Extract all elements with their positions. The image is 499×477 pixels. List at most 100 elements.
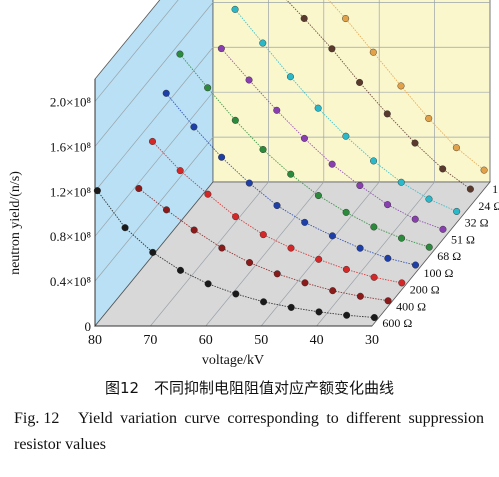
series-line <box>152 141 402 284</box>
series-line <box>328 0 485 171</box>
series-label: 600 Ω <box>382 316 412 330</box>
series-8 <box>93 187 378 322</box>
series-line <box>138 188 389 302</box>
data-point <box>328 232 336 240</box>
data-point <box>314 192 322 200</box>
data-point <box>329 287 337 295</box>
data-point <box>370 157 378 165</box>
data-point <box>190 123 198 131</box>
data-point <box>162 89 170 97</box>
data-point <box>176 266 184 274</box>
data-point <box>259 39 267 47</box>
data-point <box>273 106 281 114</box>
data-point <box>343 311 351 319</box>
x-tick-label: 80 <box>88 333 102 348</box>
data-point <box>398 279 406 287</box>
data-point <box>218 244 226 252</box>
data-point <box>260 298 268 306</box>
data-point <box>328 45 336 53</box>
data-point <box>301 218 309 226</box>
data-point <box>149 248 157 256</box>
data-point <box>231 116 239 124</box>
data-point <box>384 297 392 305</box>
data-point <box>204 190 212 198</box>
y-tick-label: 1.6×10⁸ <box>50 139 92 154</box>
series-line <box>286 0 471 190</box>
data-point <box>300 134 308 142</box>
data-point <box>231 5 239 13</box>
y-tick-label: 2.0×10⁸ <box>50 94 92 109</box>
figure-caption-cn: 图12 不同抑制电阻阻值对应产额变化曲线 <box>104 379 395 397</box>
data-point <box>245 179 253 187</box>
data-point <box>176 167 184 175</box>
data-point <box>356 78 364 86</box>
series-label: 24 Ω <box>478 199 499 213</box>
data-point <box>356 244 364 252</box>
data-point <box>398 234 406 242</box>
data-point <box>369 48 377 56</box>
data-point <box>370 314 378 322</box>
data-point <box>411 215 419 223</box>
data-point <box>287 303 295 311</box>
x-tick-label: 50 <box>254 333 268 348</box>
data-point <box>121 224 129 232</box>
data-point <box>425 243 433 251</box>
data-point <box>397 178 405 186</box>
data-point <box>356 292 364 300</box>
figure-number: Fig. 12 <box>14 410 60 427</box>
data-point <box>245 76 253 84</box>
data-point <box>453 207 461 215</box>
data-point <box>356 182 364 190</box>
series-label: 100 Ω <box>424 266 454 280</box>
data-point <box>383 110 391 118</box>
x-tick-label: 60 <box>199 333 213 348</box>
y-tick-label: 0.8×10⁸ <box>50 229 92 244</box>
data-point <box>328 160 336 168</box>
series-label: 32 Ω <box>465 216 489 230</box>
data-point <box>342 265 350 273</box>
grid-line-x <box>316 0 435 327</box>
data-point <box>232 213 240 221</box>
data-point <box>217 45 225 53</box>
grid-line-y <box>94 2 490 147</box>
data-point <box>259 146 267 154</box>
series-label: 51 Ω <box>451 232 475 246</box>
grid-line-y <box>94 46 490 192</box>
data-point <box>384 201 392 209</box>
data-point <box>176 50 184 58</box>
series-0 <box>328 0 488 174</box>
data-point <box>425 114 433 122</box>
data-point <box>135 184 143 192</box>
data-point <box>301 279 309 287</box>
grid-line-x <box>260 0 380 327</box>
x-axis-label: voltage/kV <box>202 353 264 368</box>
data-point <box>287 170 295 178</box>
data-point <box>286 73 294 81</box>
data-point <box>300 14 308 22</box>
grid-line-y <box>94 0 179 102</box>
series-5 <box>162 89 420 269</box>
data-point <box>397 82 405 90</box>
data-point <box>314 104 322 112</box>
data-point <box>162 206 170 214</box>
data-point <box>425 195 433 203</box>
series-3 <box>217 45 447 233</box>
series-label: 200 Ω <box>410 283 440 297</box>
y-tick-label: 1.2×10⁸ <box>50 184 92 199</box>
tick-labels: 80 70 60 50 40 30 0 0.4×10⁸ 0.8×10⁸ 1.2×10⁸ 1.6×10… <box>50 94 379 348</box>
series-group <box>93 0 488 322</box>
data-point <box>452 144 460 152</box>
data-point <box>466 185 474 193</box>
data-point <box>439 165 447 173</box>
back-wall <box>212 0 491 183</box>
grid-line-x <box>205 0 325 327</box>
y-tick-label: 0 <box>85 319 92 334</box>
data-point <box>439 225 447 233</box>
data-point <box>148 137 156 145</box>
data-point <box>246 259 254 267</box>
grid <box>94 0 490 327</box>
series-7 <box>135 184 392 305</box>
grid-line-y <box>94 91 490 237</box>
data-point <box>259 231 267 239</box>
data-point <box>342 132 350 140</box>
